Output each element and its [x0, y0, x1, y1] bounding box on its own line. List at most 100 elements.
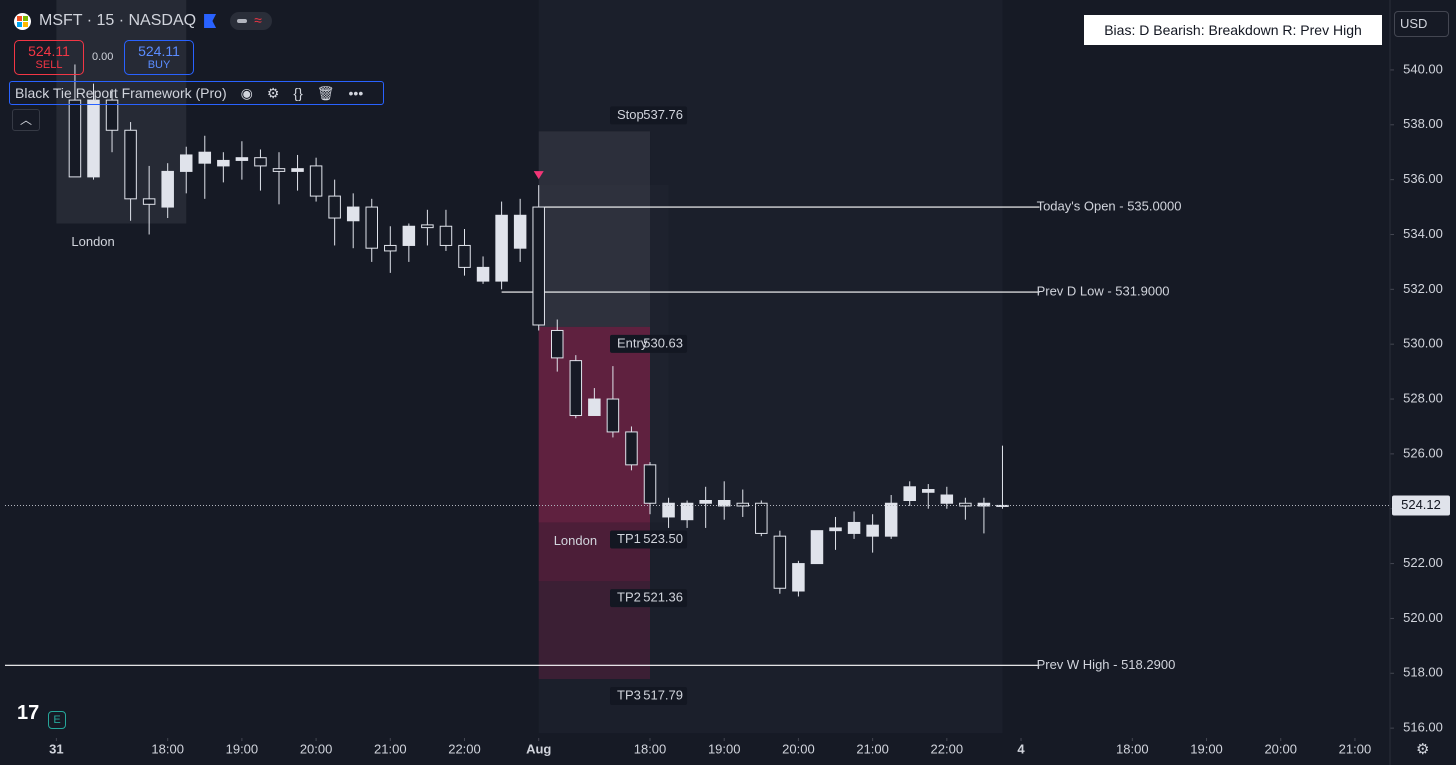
trade-label-value: 523.50 — [643, 531, 683, 546]
candle-body — [328, 195, 341, 219]
trade-label-bg — [610, 106, 688, 125]
candle-body — [680, 502, 694, 521]
x-tick-label: 19:00 — [226, 741, 259, 756]
y-tick-label: 522.00 — [1403, 555, 1443, 570]
candle-body — [755, 502, 768, 534]
candle-body — [365, 206, 378, 249]
y-tick-label: 518.00 — [1403, 665, 1443, 680]
candle-body — [884, 502, 898, 537]
candle-body — [402, 225, 416, 246]
buy-price: 524.11 — [138, 43, 180, 59]
candle-body — [346, 206, 360, 222]
candle-body — [977, 502, 991, 507]
trade-label-value: 517.79 — [643, 687, 683, 702]
sell-button[interactable]: 524.11 SELL — [14, 40, 84, 75]
x-tick-label: 18:00 — [151, 741, 184, 756]
sell-label: SELL — [35, 59, 63, 71]
candle-body — [87, 99, 100, 178]
session-label: London — [554, 533, 597, 548]
candle-body — [272, 168, 286, 172]
trade-label-name: Stop — [617, 107, 644, 122]
candle-body — [532, 206, 545, 326]
x-tick-label: 22:00 — [931, 741, 964, 756]
trade-label-bg — [610, 687, 688, 706]
candle-body — [68, 99, 82, 178]
candle-body — [922, 489, 935, 493]
candle-body — [792, 563, 805, 592]
indicator-row[interactable]: Black Tie Report Framework (Pro) ◉ ⚙ {} … — [9, 81, 384, 105]
trade-label-name: Entry — [617, 335, 648, 350]
level-label: Today's Open - 535.0000 — [1037, 198, 1182, 213]
buy-button[interactable]: 524.11 BUY — [124, 40, 194, 75]
y-tick-label: 534.00 — [1403, 226, 1443, 241]
candle-body — [699, 500, 712, 504]
x-tick-label: 21:00 — [374, 741, 407, 756]
eye-icon[interactable]: ◉ — [240, 84, 253, 101]
candle-body — [217, 159, 230, 167]
sell-price: 524.11 — [28, 43, 70, 59]
tv-logo[interactable]: 17 — [17, 702, 40, 724]
axis-settings-icon[interactable]: ⚙ — [1416, 741, 1430, 758]
x-tick-label: 21:00 — [856, 741, 889, 756]
spread: 0.00 — [92, 51, 114, 63]
candle-body — [810, 530, 824, 565]
candle-body — [439, 225, 453, 246]
symbol-header[interactable]: MSFT · 15 · NASDAQ ≈ — [14, 12, 273, 30]
indicator-name: Black Tie Report Framework (Pro) — [15, 85, 227, 101]
candle-body — [569, 360, 583, 416]
collapse-button[interactable]: ︿ — [12, 109, 40, 131]
status-pill[interactable]: ≈ — [230, 12, 273, 30]
candle-body — [643, 464, 657, 504]
events-icon[interactable]: E — [48, 711, 66, 729]
x-tick-label: 22:00 — [448, 741, 481, 756]
trade-label-bg — [610, 589, 688, 608]
candle-body — [161, 170, 174, 208]
trade-label-name: TP2 — [617, 590, 641, 605]
x-tick-label: 20:00 — [1264, 741, 1297, 756]
candle-body — [625, 431, 638, 466]
x-tick-label: 20:00 — [782, 741, 815, 756]
candle-body — [384, 244, 397, 252]
trade-label-bg — [610, 334, 688, 353]
last-price-label: 524.12 — [1401, 497, 1441, 512]
candle-body — [829, 527, 842, 532]
candle-body — [773, 535, 787, 589]
delete-icon[interactable]: 🗑 — [316, 84, 335, 101]
bias-box: Bias: D Bearish: Breakdown R: Prev High — [1084, 15, 1382, 45]
x-tick-label: 18:00 — [634, 741, 667, 756]
trade-label-bg — [610, 530, 688, 549]
stop-zone — [538, 131, 651, 327]
trade-label-value: 521.36 — [643, 590, 683, 605]
candle-body — [142, 198, 156, 205]
buy-label: BUY — [147, 59, 171, 71]
x-tick-label: 20:00 — [300, 741, 333, 756]
candle-body — [959, 502, 972, 507]
y-tick-label: 526.00 — [1403, 445, 1443, 460]
y-tick-label: 532.00 — [1403, 281, 1443, 296]
candle-body — [588, 398, 601, 416]
settings-icon[interactable]: ⚙ — [266, 84, 280, 101]
currency-button[interactable]: USD — [1394, 11, 1449, 37]
x-tick-label: 18:00 — [1116, 741, 1149, 756]
source-icon[interactable]: {} — [293, 85, 303, 101]
more-icon[interactable]: ••• — [348, 85, 364, 101]
trade-label-name: TP1 — [617, 531, 641, 546]
candle-body — [235, 157, 249, 161]
signal-marker — [533, 171, 544, 180]
x-tick-label: 19:00 — [1190, 741, 1223, 756]
level-label: Prev W High - 518.2900 — [1037, 657, 1176, 672]
x-tick-label: Aug — [526, 741, 551, 756]
candle-body — [291, 168, 304, 172]
last-price-tag — [1392, 495, 1450, 516]
y-tick-label: 530.00 — [1403, 336, 1443, 351]
candle-body — [124, 129, 137, 200]
trade-label-value: 537.76 — [643, 107, 683, 122]
level-label: Prev D Low - 531.9000 — [1037, 284, 1170, 299]
candle-body — [309, 165, 323, 197]
trade-label-value: 530.63 — [643, 335, 683, 350]
x-tick-label: 21:00 — [1339, 741, 1372, 756]
flag-icon[interactable] — [204, 14, 217, 28]
y-tick-label: 528.00 — [1403, 390, 1443, 405]
candle-body — [940, 494, 954, 504]
